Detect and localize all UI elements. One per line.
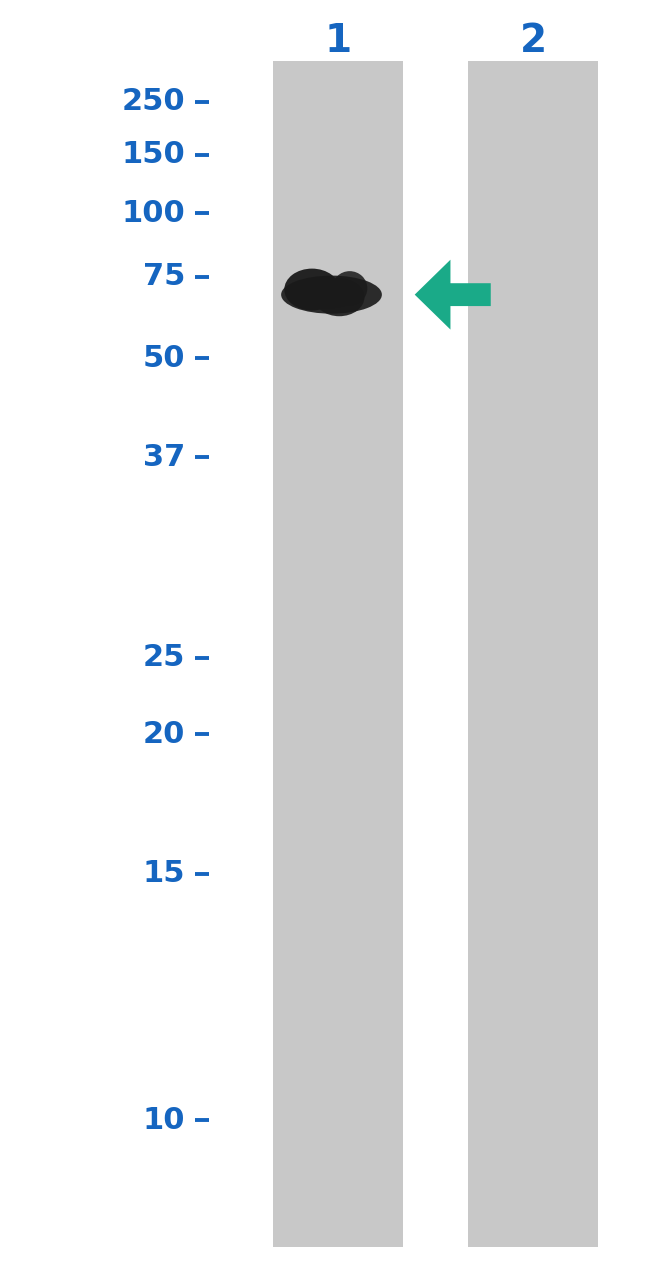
Text: 15: 15 bbox=[143, 860, 185, 888]
Text: 25: 25 bbox=[143, 644, 185, 672]
Text: 150: 150 bbox=[122, 141, 185, 169]
Text: 75: 75 bbox=[143, 263, 185, 291]
Text: 37: 37 bbox=[143, 443, 185, 471]
Ellipse shape bbox=[290, 278, 360, 309]
Ellipse shape bbox=[281, 276, 382, 314]
Ellipse shape bbox=[314, 278, 365, 316]
Text: 10: 10 bbox=[143, 1106, 185, 1134]
Text: 1: 1 bbox=[324, 22, 352, 60]
Ellipse shape bbox=[332, 272, 367, 305]
FancyArrow shape bbox=[415, 260, 491, 329]
Text: 50: 50 bbox=[143, 344, 185, 372]
Bar bbox=[468, 61, 598, 1247]
Text: 20: 20 bbox=[143, 720, 185, 748]
Text: 100: 100 bbox=[122, 199, 185, 227]
Text: 2: 2 bbox=[519, 22, 547, 60]
Ellipse shape bbox=[284, 268, 340, 311]
Text: 250: 250 bbox=[122, 88, 185, 116]
Bar bbox=[273, 61, 403, 1247]
